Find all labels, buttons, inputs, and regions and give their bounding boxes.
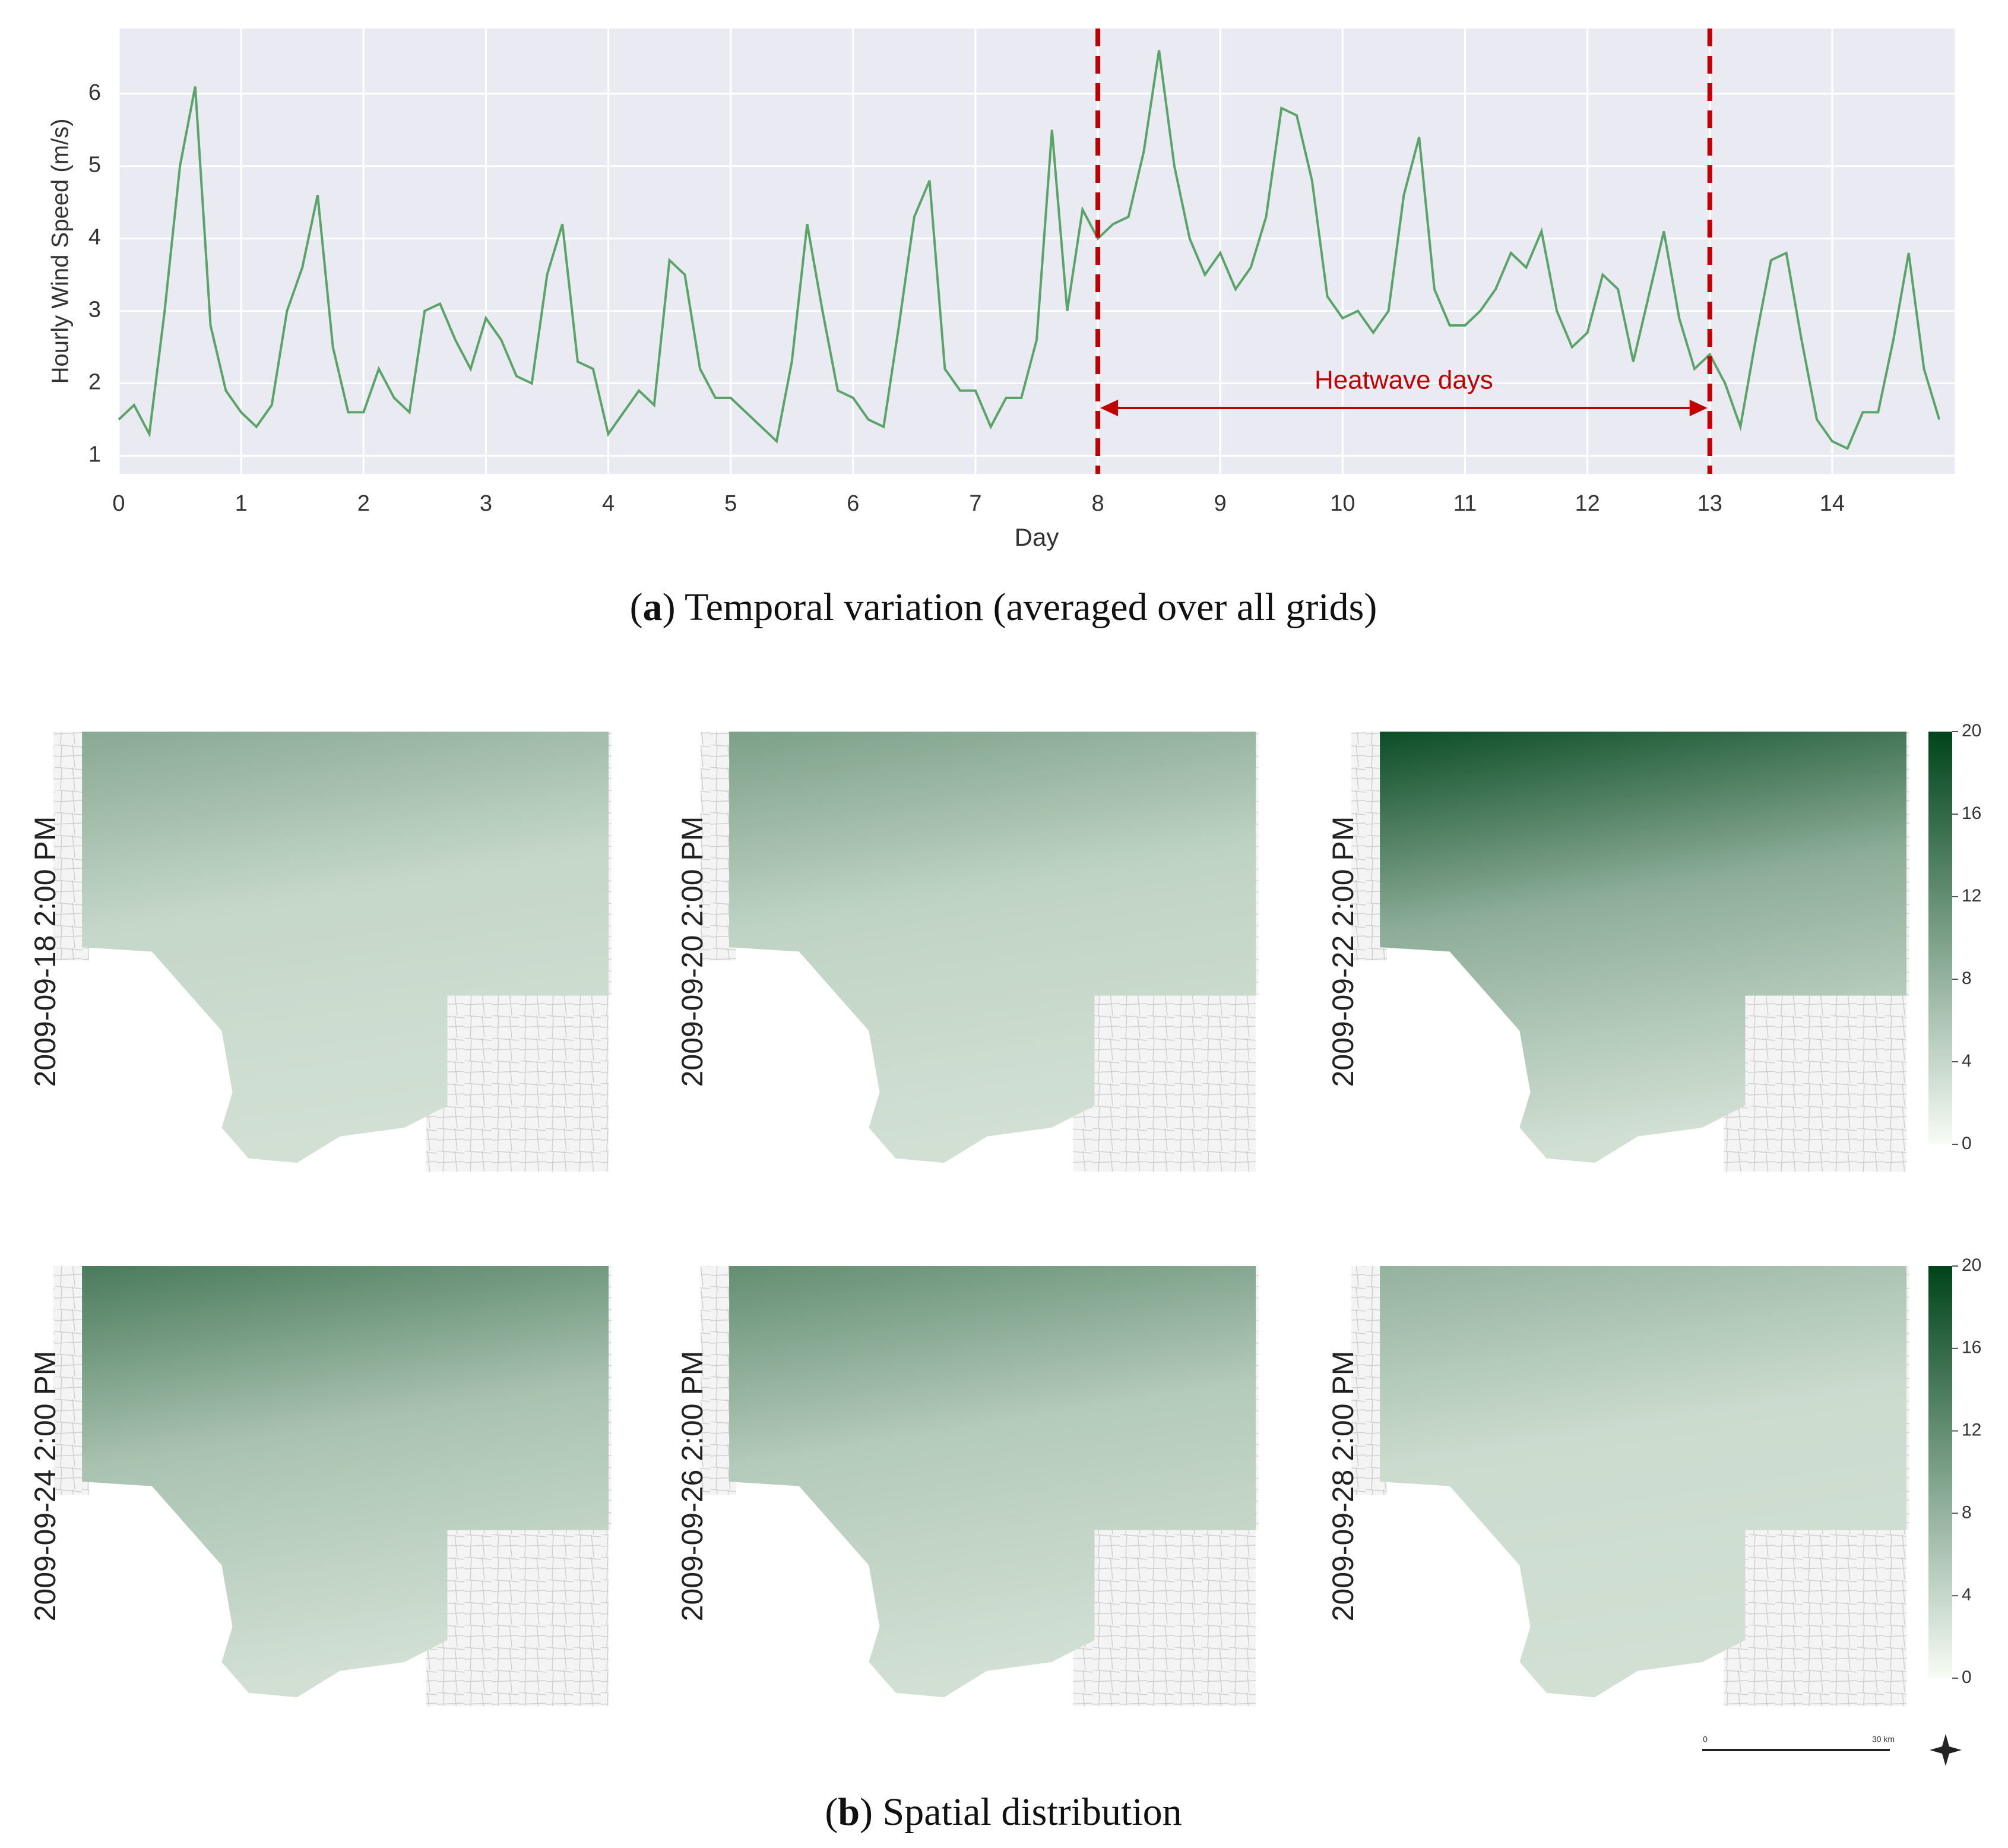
x-tick-label: 4 xyxy=(602,491,615,516)
y-tick-label: 3 xyxy=(88,298,101,322)
y-tick-label: 1 xyxy=(88,442,101,467)
scale-label: 0 xyxy=(1703,1735,1708,1744)
plot-background xyxy=(119,29,1955,474)
colorbar-tick-label: 0 xyxy=(1962,1134,1972,1153)
caption-part: ) Temporal variation (averaged over all … xyxy=(663,586,1377,629)
y-axis-label: Hourly Wind Speed (m/s) xyxy=(47,119,74,384)
map-region xyxy=(1380,732,1906,1163)
colorbar xyxy=(1928,1266,1952,1678)
x-tick-label: 14 xyxy=(1820,491,1845,516)
map-background xyxy=(1724,986,1906,1172)
annotation-text: Heatwave days xyxy=(1315,366,1493,395)
colorbar xyxy=(1928,732,1952,1144)
caption: (a) Temporal variation (averaged over al… xyxy=(630,586,1377,629)
map-background xyxy=(1724,1521,1906,1706)
x-tick-label: 12 xyxy=(1575,491,1600,516)
colorbar-tick-label: 12 xyxy=(1962,1420,1981,1440)
colorbar-tick-label: 8 xyxy=(1962,969,1972,988)
x-tick-label: 1 xyxy=(235,491,248,516)
map-region xyxy=(729,732,1256,1163)
arrow-head xyxy=(1689,400,1708,417)
map-region xyxy=(729,1266,1256,1698)
x-tick-label: 9 xyxy=(1214,491,1227,516)
panel-label: 2009-09-28 2:00 PM xyxy=(1326,1351,1360,1622)
x-tick-label: 6 xyxy=(847,491,859,516)
x-axis-label: Day xyxy=(1015,523,1059,551)
panel-label: 2009-09-26 2:00 PM xyxy=(676,1351,709,1622)
caption-part: ( xyxy=(825,1790,838,1834)
panel-label: 2009-09-18 2:00 PM xyxy=(28,817,62,1087)
map-background xyxy=(1073,1521,1256,1706)
y-tick-label: 6 xyxy=(88,80,101,105)
colorbar-tick-label: 4 xyxy=(1962,1051,1972,1071)
y-tick-label: 5 xyxy=(88,153,101,178)
panel-label: 2009-09-24 2:00 PM xyxy=(28,1351,62,1622)
map-region xyxy=(1380,1266,1906,1698)
north-arrow xyxy=(1930,1734,1962,1766)
x-tick-label: 5 xyxy=(724,491,737,516)
colorbar-tick-label: 4 xyxy=(1962,1585,1972,1605)
map-background xyxy=(1073,986,1256,1172)
x-tick-label: 13 xyxy=(1697,491,1722,516)
panel-label: 2009-09-20 2:00 PM xyxy=(676,817,709,1087)
colorbar-tick-label: 0 xyxy=(1962,1667,1972,1687)
scale-label: 30 km xyxy=(1872,1735,1895,1744)
y-tick-label: 2 xyxy=(88,370,101,395)
x-tick-label: 10 xyxy=(1330,491,1355,516)
x-tick-label: 8 xyxy=(1091,491,1104,516)
y-tick-label: 4 xyxy=(88,225,101,250)
caption-part: a xyxy=(643,586,663,629)
map-background xyxy=(426,986,609,1172)
x-tick-label: 7 xyxy=(969,491,981,516)
colorbar-tick-label: 20 xyxy=(1962,1255,1981,1275)
caption-part: b xyxy=(838,1790,860,1834)
x-tick-label: 11 xyxy=(1453,491,1477,516)
x-tick-label: 3 xyxy=(480,491,492,516)
x-tick-label: 0 xyxy=(112,491,125,516)
colorbar-tick-label: 16 xyxy=(1962,1338,1981,1357)
colorbar-tick-label: 20 xyxy=(1962,721,1981,741)
colorbar-tick-label: 8 xyxy=(1962,1502,1972,1522)
caption-part: ( xyxy=(630,586,643,629)
panel-label: 2009-09-22 2:00 PM xyxy=(1326,817,1360,1087)
data-line xyxy=(118,50,1941,451)
x-tick-label: 2 xyxy=(357,491,370,516)
map-background xyxy=(426,1521,609,1706)
caption-part: ) Spatial distribution xyxy=(860,1790,1182,1834)
map-region xyxy=(82,732,609,1163)
caption: (b) Spatial distribution xyxy=(825,1790,1182,1834)
map-region xyxy=(82,1266,609,1698)
arrow-head xyxy=(1100,400,1119,417)
colorbar-tick-label: 12 xyxy=(1962,886,1981,906)
colorbar-tick-label: 16 xyxy=(1962,803,1981,823)
